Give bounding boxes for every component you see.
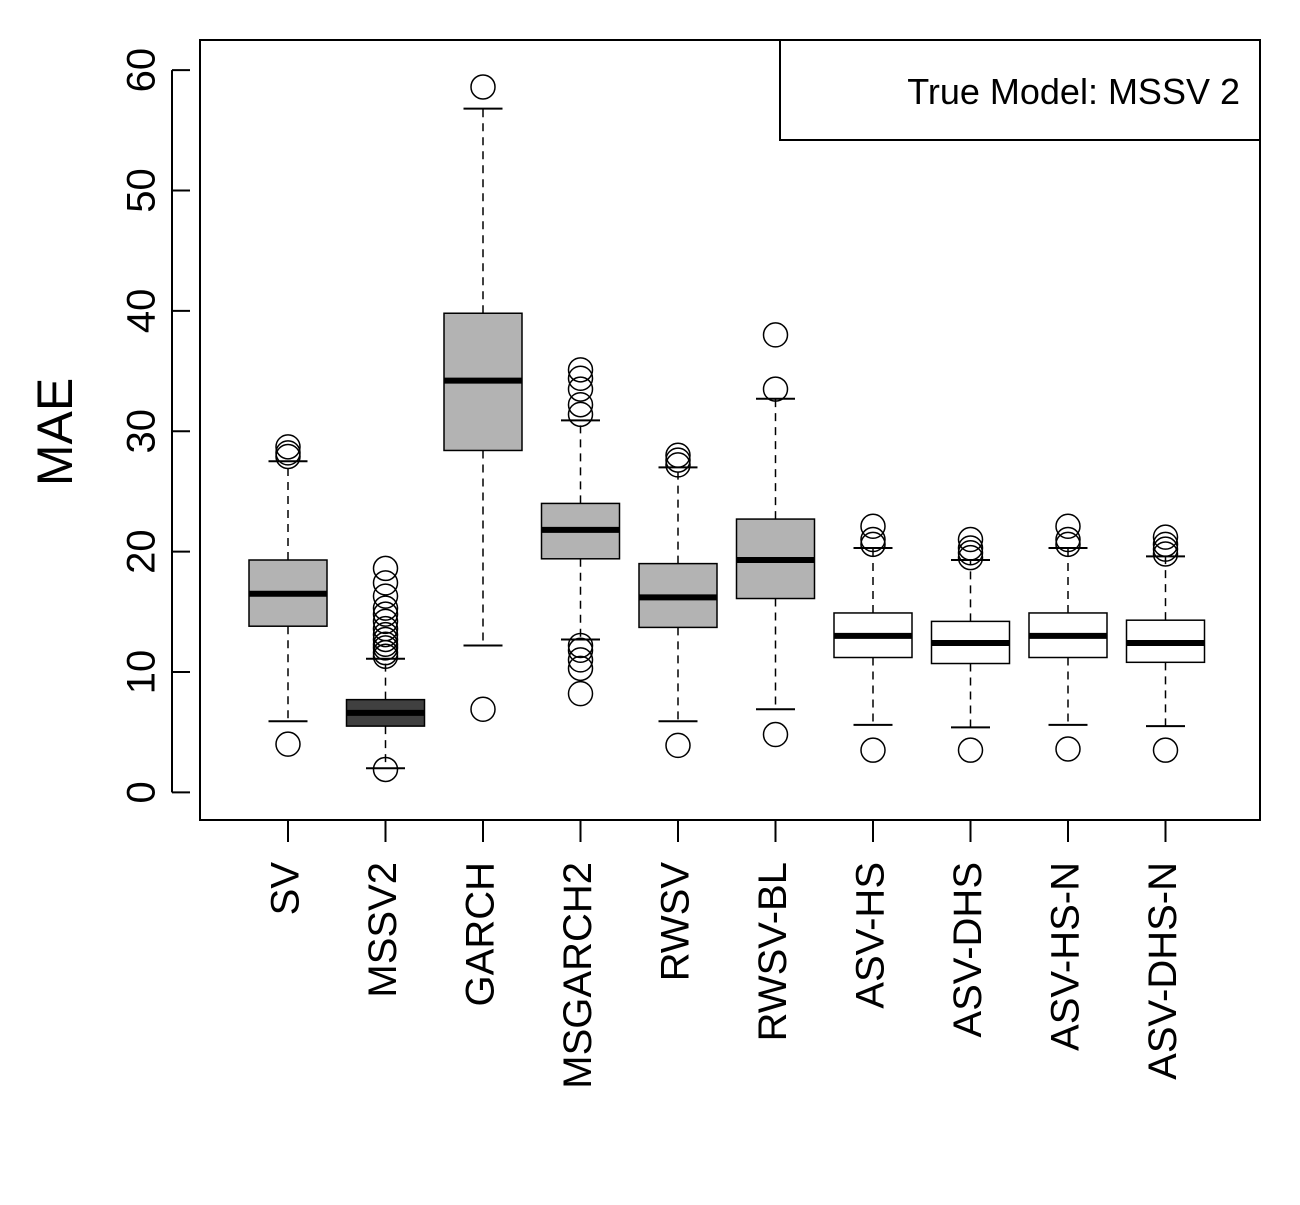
- outlier-point: [957, 737, 984, 763]
- box-group: [345, 555, 426, 783]
- outlier-point: [372, 601, 399, 627]
- x-tick-label: ASV-DHS: [946, 862, 990, 1038]
- x-tick-label: RWSV-BL: [751, 862, 795, 1041]
- outlier-point: [372, 756, 399, 783]
- outlier-point: [1055, 513, 1081, 540]
- boxes: [248, 74, 1206, 783]
- outlier-point: [1152, 531, 1179, 558]
- y-tick-label: 0: [120, 781, 164, 803]
- outlier-point: [567, 637, 594, 664]
- outlier-point: [567, 391, 594, 418]
- box-group: [833, 513, 913, 763]
- outlier-point: [957, 526, 984, 553]
- box-group: [1125, 524, 1206, 763]
- outlier-point: [567, 655, 594, 682]
- x-tick-label: MSSV2: [361, 862, 405, 998]
- y-axis-label: MAE: [27, 378, 83, 486]
- outlier-point: [372, 631, 399, 658]
- x-tick-label: RWSV: [654, 862, 698, 982]
- x-tick-label: ASV-HS-N: [1044, 862, 1088, 1051]
- x-tick-label: SV: [264, 862, 308, 916]
- outlier-point: [372, 626, 399, 653]
- outlier-point: [1055, 526, 1081, 553]
- outlier-point: [372, 570, 399, 596]
- outlier-point: [275, 434, 301, 460]
- outlier-point: [957, 544, 984, 571]
- outlier-point: [275, 440, 301, 466]
- outlier-point: [957, 540, 984, 566]
- outlier-point: [860, 513, 886, 540]
- box-group: [443, 74, 523, 723]
- outlier-point: [470, 696, 496, 723]
- outlier-point: [665, 447, 691, 473]
- box-group: [638, 442, 718, 759]
- box-group: [540, 357, 621, 707]
- outlier-point: [665, 732, 691, 759]
- outlier-point: [762, 721, 789, 748]
- box-group: [248, 434, 328, 757]
- x-tick-label: ASV-HS: [849, 862, 893, 1009]
- x-axis: SV MSSV2 GARCH MSGARCH2 RWSV RWSV-BL ASV-HS ASV…: [264, 819, 1185, 1089]
- outlier-point: [275, 731, 301, 757]
- outlier-point: [1152, 737, 1179, 763]
- outlier-point: [372, 615, 399, 642]
- box-group: [735, 322, 816, 748]
- legend-box: [779, 39, 1261, 141]
- legend: True Model: MSSV 2: [779, 39, 1261, 141]
- outlier-point: [762, 322, 789, 348]
- outlier-point: [1152, 524, 1179, 550]
- y-axis: 0 10 20 30 40 50 60: [120, 48, 190, 803]
- outlier-point: [567, 376, 594, 402]
- outlier-point: [567, 632, 594, 659]
- outlier-point: [372, 621, 399, 648]
- outlier-point: [372, 555, 399, 582]
- y-tick-label: 60: [120, 48, 164, 93]
- outlier-point: [1152, 536, 1179, 562]
- outlier-point: [567, 357, 594, 383]
- y-tick-label: 20: [120, 529, 164, 574]
- outlier-point: [665, 452, 691, 478]
- outlier-point: [860, 531, 886, 558]
- outlier-point: [762, 376, 789, 402]
- outlier-point: [1055, 531, 1081, 558]
- legend-text: True Model: MSSV 2: [907, 71, 1240, 112]
- outlier-point: [567, 680, 594, 707]
- outlier-point: [372, 608, 399, 635]
- y-tick-label: 50: [120, 168, 164, 213]
- y-tick-label: 30: [120, 409, 164, 454]
- y-tick-label: 10: [120, 650, 164, 695]
- box-group: [1028, 513, 1108, 762]
- outlier-point: [567, 401, 594, 428]
- outlier-point: [860, 737, 886, 763]
- outlier-point: [665, 442, 691, 469]
- x-tick-label: ASV-DHS-N: [1141, 862, 1185, 1080]
- outlier-point: [567, 365, 594, 391]
- x-tick-label: GARCH: [459, 862, 503, 1006]
- outlier-point: [372, 595, 399, 621]
- outlier-point: [470, 74, 496, 100]
- outlier-point: [957, 535, 984, 561]
- outlier-point: [1055, 736, 1081, 762]
- box-group: [930, 526, 1011, 763]
- outlier-point: [1152, 541, 1179, 567]
- x-tick-label: MSGARCH2: [556, 862, 600, 1089]
- outlier-point: [567, 647, 594, 673]
- outlier-point: [372, 583, 399, 609]
- y-tick-label: 40: [120, 289, 164, 334]
- outlier-point: [860, 526, 886, 553]
